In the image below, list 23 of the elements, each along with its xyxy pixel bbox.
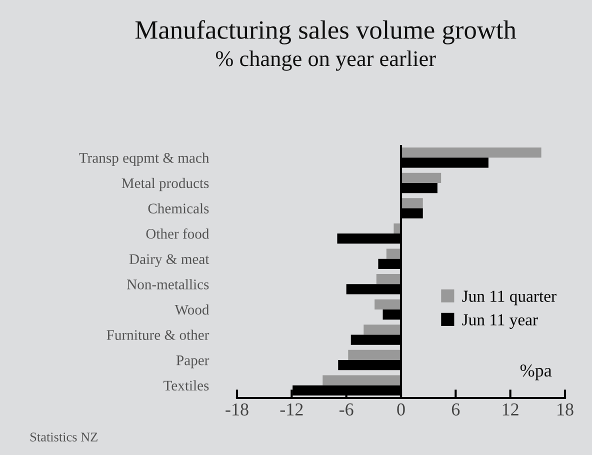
chart-subtitle: % change on year earlier <box>216 50 436 71</box>
y-tick-label: Wood <box>174 304 210 315</box>
x-tick-label: 6 <box>452 403 460 416</box>
y-tick-label: Metal products <box>122 178 209 192</box>
legend-label: Jun 11 quarter <box>462 290 556 306</box>
y-tick-label: Non-metallics <box>127 279 209 290</box>
y-tick-label: Furniture & other <box>106 330 210 340</box>
x-tick-label: 12 <box>502 403 518 416</box>
legend-label: Jun 11 year <box>462 314 538 329</box>
x-tick-label: -12 <box>280 403 303 416</box>
y-tick-label: Paper <box>176 356 210 368</box>
chart-title: Manufacturing sales volume growth <box>135 20 516 44</box>
y-tick-label: Transp eqpmt & mach <box>79 152 210 166</box>
y-tick-label: Textiles <box>164 380 209 391</box>
y-tick-label: Other food <box>146 228 210 239</box>
x-tick-label: -18 <box>226 403 248 416</box>
y-tick-label: Dairy & meat <box>129 254 210 268</box>
x-tick-label: 18 <box>558 403 574 416</box>
x-tick-label: 0 <box>397 403 405 416</box>
annotation: %pa <box>520 364 552 380</box>
x-tick-label: -6 <box>339 403 354 416</box>
y-tick-label: Chemicals <box>148 203 209 214</box>
text: Statistics NZ <box>30 432 98 442</box>
